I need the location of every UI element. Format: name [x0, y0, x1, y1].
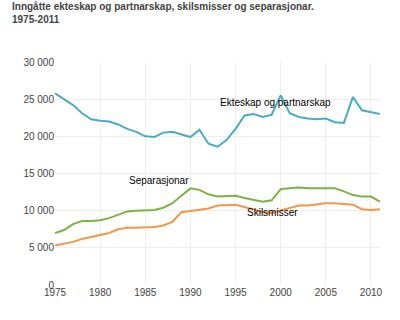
- svg-text:1980: 1980: [89, 287, 112, 298]
- svg-text:25 000: 25 000: [23, 94, 54, 105]
- svg-text:10 000: 10 000: [23, 205, 54, 216]
- svg-text:1985: 1985: [134, 287, 157, 298]
- svg-text:5 000: 5 000: [29, 242, 54, 253]
- svg-text:Skilsmisser: Skilsmisser: [247, 207, 298, 218]
- svg-text:1995: 1995: [224, 287, 247, 298]
- svg-text:0: 0: [48, 280, 54, 291]
- svg-text:Inngåtte ekteskap og partnarsk: Inngåtte ekteskap og partnarskap, skilsm…: [12, 1, 314, 25]
- svg-text:Ekteskap og partnarskap: Ekteskap og partnarskap: [220, 97, 331, 108]
- svg-text:Separasjonar: Separasjonar: [129, 175, 189, 186]
- svg-text:2010: 2010: [360, 287, 383, 298]
- svg-text:1990: 1990: [179, 287, 202, 298]
- svg-text:15 000: 15 000: [23, 168, 54, 179]
- svg-text:2000: 2000: [270, 287, 293, 298]
- svg-text:1975: 1975: [44, 287, 67, 298]
- svg-text:20 000: 20 000: [23, 131, 54, 142]
- svg-text:30 000: 30 000: [23, 57, 54, 68]
- svg-text:2005: 2005: [315, 287, 338, 298]
